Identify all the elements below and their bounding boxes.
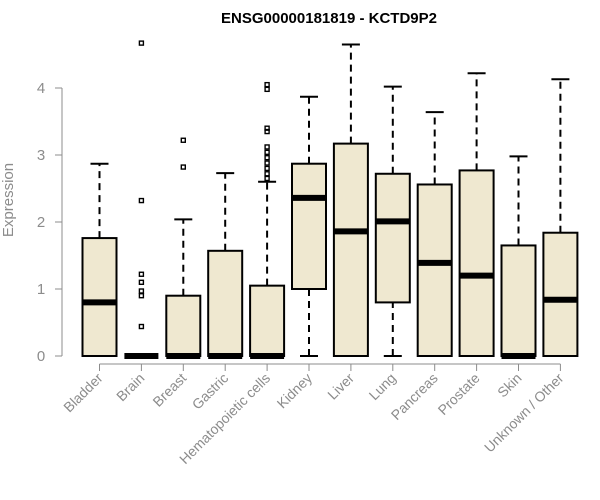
box bbox=[249, 284, 286, 357]
box bbox=[332, 142, 369, 357]
box bbox=[291, 162, 327, 291]
box bbox=[374, 172, 411, 304]
x-tick-label: Bladder bbox=[60, 370, 106, 416]
chart-title: ENSG00000181819 - KCTD9P2 bbox=[221, 10, 437, 27]
y-tick-label: 4 bbox=[37, 80, 45, 97]
box bbox=[458, 169, 495, 357]
outlier-point bbox=[138, 279, 145, 285]
x-tick-label: Liver bbox=[324, 370, 357, 403]
outlier-point bbox=[264, 86, 270, 93]
y-tick-label: 2 bbox=[37, 214, 45, 231]
outlier-point bbox=[264, 160, 270, 166]
x-tick-label: Prostate bbox=[435, 370, 483, 418]
box bbox=[500, 244, 537, 357]
x-tick-label: Kidney bbox=[274, 370, 316, 412]
outlier-point bbox=[264, 125, 270, 131]
x-tick-label: Lung bbox=[366, 370, 399, 403]
outlier-point bbox=[264, 171, 270, 177]
box bbox=[416, 183, 453, 357]
x-tick-label: Skin bbox=[494, 370, 525, 401]
outlier-point bbox=[138, 288, 145, 294]
outlier-point bbox=[180, 164, 187, 170]
outlier-point bbox=[138, 323, 145, 330]
y-tick-label: 3 bbox=[37, 147, 45, 164]
box bbox=[542, 231, 579, 357]
outlier-point bbox=[264, 81, 270, 88]
box bbox=[81, 237, 118, 357]
outlier-point bbox=[180, 137, 187, 143]
outlier-point bbox=[264, 154, 270, 161]
y-tick-label: 0 bbox=[37, 348, 45, 365]
outlier-point bbox=[264, 144, 270, 150]
outlier-point bbox=[264, 165, 270, 172]
outlier-point bbox=[264, 175, 270, 182]
x-tick-label: Brain bbox=[113, 370, 147, 404]
y-tick-label: 1 bbox=[37, 281, 45, 298]
outlier-point bbox=[138, 40, 145, 46]
x-tick-label: Pancreas bbox=[388, 370, 441, 423]
outlier-point bbox=[138, 197, 145, 204]
outlier-point bbox=[264, 149, 270, 156]
outlier-point bbox=[138, 293, 145, 299]
box bbox=[165, 294, 202, 358]
y-axis-label: Expression bbox=[0, 163, 17, 237]
outlier-point bbox=[138, 271, 145, 277]
x-tick-label: Unknown / Other bbox=[481, 370, 567, 456]
x-tick-label: Breast bbox=[149, 370, 189, 410]
box bbox=[207, 249, 244, 357]
